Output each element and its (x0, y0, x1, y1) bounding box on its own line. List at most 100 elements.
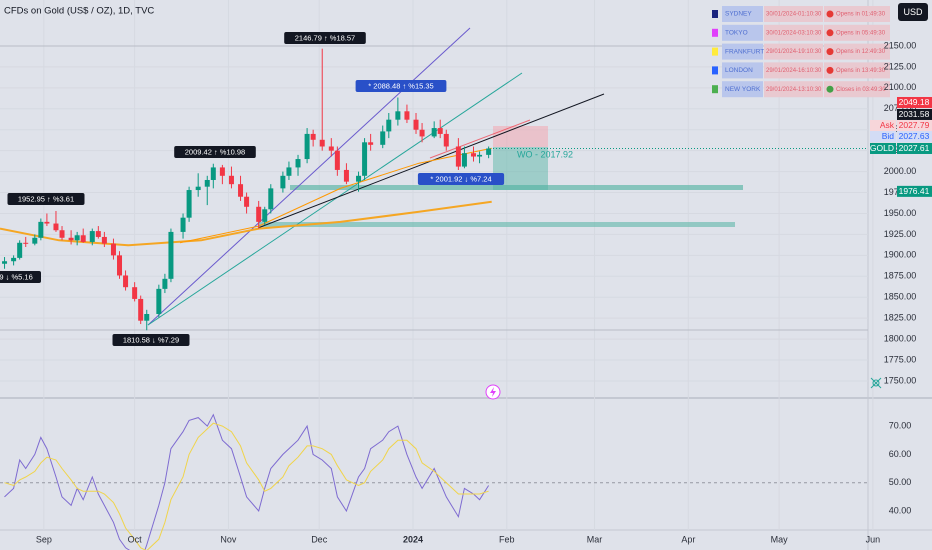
session-name-cell (722, 62, 763, 79)
price-tag (897, 119, 932, 131)
candle-body (413, 119, 419, 130)
y-tick-label: 2075.00 (884, 103, 917, 113)
price-tag-name-box (870, 142, 896, 154)
price-tag (897, 96, 932, 108)
session-time-cell (764, 62, 823, 79)
candle-body (80, 235, 86, 242)
price-tag-name: Bid (882, 131, 895, 141)
candle-body (461, 153, 467, 167)
x-tick-label: Dec (311, 534, 328, 544)
annotation-label: * 2001.92 ↓ %7.24 (430, 174, 491, 183)
price-tag-name: GOLD (870, 143, 894, 153)
session-time: 29/01/2024-16:10:30 (766, 68, 822, 74)
y-tick-label: 2150.00 (884, 40, 917, 50)
candle-body (362, 142, 368, 176)
session-status-cell (824, 6, 890, 22)
candle-body (23, 242, 29, 244)
session-color (712, 10, 718, 18)
session-status: Opens in 12:49:30 (836, 49, 886, 55)
session-name-cell (722, 81, 763, 98)
candle-body (195, 186, 201, 191)
session-time-cell (764, 43, 823, 60)
chart-title: CFDs on Gold (US$ / OZ), 1D, TVC (4, 6, 154, 17)
annotation-label: 1952.95 ↑ %3.61 (18, 194, 74, 203)
session-name: TOKYO (725, 30, 748, 37)
candle-body (132, 287, 138, 299)
annotation-label: 2009.42 ↑ %10.98 (185, 147, 245, 156)
x-tick-label: Sep (36, 534, 52, 544)
y-tick-label: 1775.00 (884, 354, 917, 364)
candle-body (443, 133, 449, 147)
price-tag (897, 108, 932, 120)
position-stop (493, 126, 548, 147)
candle-body (304, 133, 310, 160)
candle-body (138, 298, 144, 321)
sessions-table: SYDNEY 30/01/2024-01:10:30 Opens in 01:49:… (712, 6, 890, 98)
candle-body (95, 231, 101, 237)
candle-body (455, 146, 461, 167)
annotation-box (112, 334, 190, 346)
candle-body (238, 184, 244, 197)
price-tag-value: 2027.63 (899, 131, 930, 141)
y-tick-label: 2100.00 (884, 82, 917, 92)
trend-line (147, 27, 471, 326)
candle-body (295, 159, 301, 168)
candle-body (368, 142, 374, 145)
candle-body (356, 175, 362, 182)
candle-body (156, 288, 162, 314)
annotation-label: * 2088.48 ↑ %15.35 (368, 81, 433, 90)
candle-body (395, 111, 401, 120)
session-name: NEW YORK (725, 86, 761, 93)
currency-button[interactable] (898, 3, 928, 21)
session-time-cell (764, 6, 823, 22)
session-name: FRANKFURT (725, 48, 764, 55)
candle-body (343, 169, 349, 182)
price-tag-name: Ask (880, 120, 895, 130)
session-status: Opens in 13:49:30 (836, 68, 886, 74)
session-time: 29/01/2024-19:10:30 (766, 49, 822, 55)
y-tick-label: 1750.00 (884, 375, 917, 385)
session-time-cell (764, 24, 823, 41)
candle-body (2, 261, 8, 264)
wo-label: WO - 2017.92 (517, 149, 573, 159)
candle-body (219, 167, 225, 176)
candle-body (386, 119, 392, 132)
candle-body (123, 275, 129, 288)
session-status-dot (826, 66, 834, 74)
candle-body (286, 167, 292, 176)
candle-body (268, 188, 274, 210)
moving-average (0, 200, 492, 247)
annotation-box (0, 271, 41, 283)
candle-body (419, 129, 425, 137)
y-tick-label: 2125.00 (884, 61, 917, 71)
session-status: Opens in 01:49:30 (836, 12, 886, 18)
annotation-box (284, 32, 366, 44)
marks: 2146.79 ↑ %18.57 * 2088.48 ↑ %15.35 2009.4… (0, 32, 868, 550)
candle-body (334, 150, 340, 170)
candle-body (180, 217, 186, 232)
candle-body (186, 190, 192, 218)
candle-body (68, 237, 74, 241)
candle-body (404, 111, 410, 120)
candle-body (74, 235, 80, 241)
candle-body (110, 243, 116, 256)
session-name-cell (722, 43, 763, 60)
candle-body (168, 231, 174, 279)
trend-line (429, 119, 531, 159)
candle-body (53, 223, 59, 231)
session-name: SYDNEY (725, 11, 752, 18)
price-tag-value: 2027.79 (899, 120, 930, 130)
axes: 1750.00 1775.00 1800.00 1825.00 1850.00 1875.… (36, 40, 932, 544)
candle-body (262, 209, 268, 222)
session-color (712, 85, 718, 94)
x-tick-label: May (771, 534, 789, 544)
y-tick-label: 40.00 (889, 505, 912, 515)
settings-icon[interactable] (870, 377, 882, 389)
candle-body (319, 139, 325, 147)
candle-body (144, 313, 150, 321)
y-tick-label: 1850.00 (884, 292, 917, 302)
candle-body (471, 153, 477, 157)
candle-body (228, 175, 234, 185)
x-tick-label: Feb (499, 534, 515, 544)
candle-body (44, 221, 50, 224)
